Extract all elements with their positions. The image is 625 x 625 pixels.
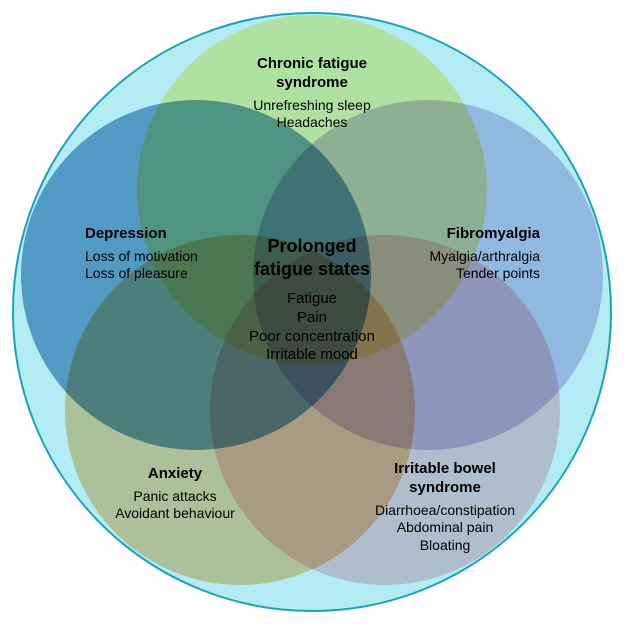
label-center: Prolongedfatigue states FatiguePainPoor … [192,235,432,365]
title-anxiety: Anxiety [65,465,285,484]
label-chronic-fatigue: Chronic fatiguesyndrome Unrefreshing sle… [202,55,422,132]
label-anxiety: Anxiety Panic attacksAvoidant behaviour [65,465,285,523]
venn-diagram: Chronic fatiguesyndrome Unrefreshing sle… [0,0,625,625]
symptoms-anxiety: Panic attacksAvoidant behaviour [65,488,285,523]
title-ibs: Irritable bowelsyndrome [335,460,555,498]
symptoms-ibs: Diarrhoea/constipationAbdominal painBloa… [335,502,555,555]
symptoms-center: FatiguePainPoor concentrationIrritable m… [192,290,432,365]
title-center: Prolongedfatigue states [192,235,432,280]
symptoms-chronic-fatigue: Unrefreshing sleepHeadaches [202,97,422,132]
title-chronic-fatigue: Chronic fatiguesyndrome [202,55,422,93]
label-ibs: Irritable bowelsyndrome Diarrhoea/consti… [335,460,555,554]
